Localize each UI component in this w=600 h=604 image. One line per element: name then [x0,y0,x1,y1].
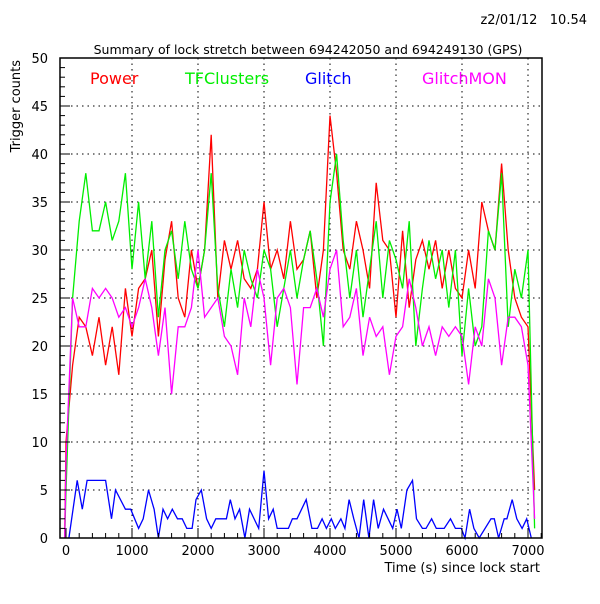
x-tick-label: 2000 [181,544,214,559]
timestamp: z2/01/12 10.54 [480,13,587,28]
y-tick-label: 25 [31,292,48,307]
x-axis-label: Time (s) since lock start [383,561,540,576]
y-tick-label: 40 [31,148,48,163]
y-tick-label: 15 [31,388,48,403]
x-tick-label: 0 [62,544,70,559]
x-tick-label: 6000 [445,544,478,559]
x-tick-label: 4000 [313,544,346,559]
x-tick-label: 1000 [115,544,148,559]
chart-title: Summary of lock stretch between 69424205… [94,42,523,57]
y-tick-label: 10 [31,436,48,451]
y-tick-label: 30 [31,244,48,259]
y-tick-label: 45 [31,100,48,115]
x-tick-label: 5000 [379,544,412,559]
y-tick-label: 35 [31,196,48,211]
x-tick-label: 7000 [511,544,544,559]
y-tick-label: 5 [40,484,48,499]
x-tick-label: 3000 [247,544,280,559]
y-axis-label: Trigger counts [9,60,24,154]
legend-entry-tfclusters: TFClusters [184,69,269,88]
legend-entry-power: Power [90,69,139,88]
y-tick-label: 50 [31,52,48,67]
y-tick-label: 0 [40,532,48,547]
legend-entry-glitchmon: GlitchMON [422,69,507,88]
legend-entry-glitch: Glitch [305,69,352,88]
y-tick-label: 20 [31,340,48,355]
